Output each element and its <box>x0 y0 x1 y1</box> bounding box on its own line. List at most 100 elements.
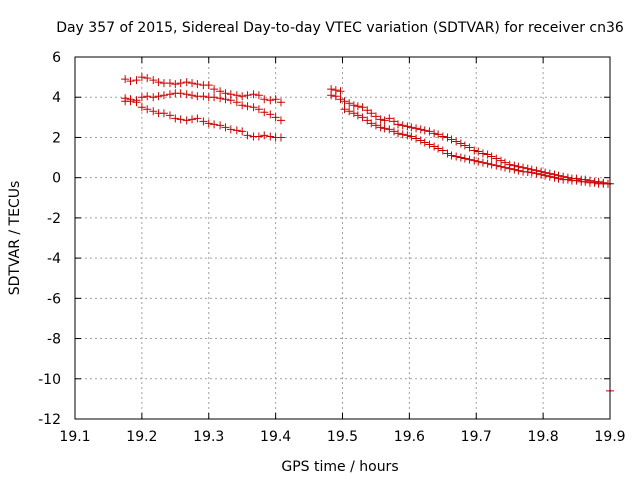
data-point <box>188 79 197 88</box>
data-point <box>238 101 247 110</box>
data-point <box>470 146 479 155</box>
data-point <box>210 85 219 94</box>
data-point <box>226 125 235 134</box>
data-point <box>416 136 425 145</box>
data-point <box>276 98 285 107</box>
data-point <box>403 122 412 131</box>
data-point <box>210 93 219 102</box>
data-point <box>171 114 180 123</box>
data-point <box>232 98 241 107</box>
x-tick-label: 19.6 <box>394 429 425 445</box>
data-point <box>143 74 152 83</box>
data-point <box>216 94 225 103</box>
x-tick-label: 19.4 <box>260 429 291 445</box>
data-point <box>523 168 532 177</box>
data-point <box>165 90 174 99</box>
series-track-right-2 <box>327 91 614 188</box>
y-tick-label: -6 <box>47 291 61 307</box>
y-tick-label: -4 <box>47 251 61 267</box>
data-point <box>501 163 510 172</box>
data-point <box>188 91 197 100</box>
series-track-upper-1 <box>121 73 285 107</box>
data-point <box>483 150 492 159</box>
data-point <box>254 91 263 100</box>
data-point <box>149 93 158 102</box>
data-point <box>121 75 130 84</box>
data-point <box>271 95 280 104</box>
data-point <box>407 132 416 141</box>
data-point <box>260 131 269 140</box>
data-point <box>550 173 559 182</box>
data-point <box>349 101 358 110</box>
data-point <box>176 89 185 98</box>
data-point <box>159 91 168 100</box>
data-point <box>266 96 275 105</box>
data-point <box>385 125 394 134</box>
axis-ticks: 19.1 19.2 19.3 19.4 19.5 19.6 19.7 19.8 19.9 -12 -… <box>38 50 625 445</box>
data-point <box>336 95 345 104</box>
series-track-right-1 <box>327 85 612 188</box>
data-point <box>376 123 385 132</box>
y-tick-label: -8 <box>47 332 61 348</box>
data-point <box>243 91 252 100</box>
data-point <box>216 87 225 96</box>
data-point <box>182 78 191 87</box>
data-point <box>271 113 280 122</box>
data-point <box>434 144 443 153</box>
data-point <box>266 110 275 119</box>
data-point <box>254 105 263 114</box>
data-point <box>510 165 519 174</box>
data-point <box>143 105 152 114</box>
data-point <box>159 109 168 118</box>
data-point <box>452 152 461 161</box>
data-point <box>438 132 447 141</box>
data-point <box>483 159 492 168</box>
data-point <box>412 134 421 143</box>
plot-frame <box>74 56 611 420</box>
data-point <box>238 127 247 136</box>
data-point <box>434 130 443 139</box>
data-point <box>412 124 421 133</box>
data-point <box>465 155 474 164</box>
data-point <box>193 114 202 123</box>
data-point <box>137 93 146 102</box>
data-point <box>447 135 456 144</box>
data-point <box>398 121 407 130</box>
data-point <box>199 92 208 101</box>
data-point <box>176 115 185 124</box>
data-point <box>143 92 152 101</box>
data-point <box>430 142 439 151</box>
data-point <box>336 87 345 96</box>
data-point <box>243 102 252 111</box>
data-point <box>232 126 241 135</box>
x-tick-label: 19.9 <box>594 429 625 445</box>
data-point <box>204 81 213 90</box>
x-tick-label: 19.2 <box>126 429 157 445</box>
data-point <box>182 116 191 125</box>
data-point <box>363 106 372 115</box>
data-point <box>165 111 174 120</box>
data-point <box>505 164 514 173</box>
data-point <box>221 95 230 104</box>
data-point <box>345 107 354 116</box>
data-point <box>452 137 461 146</box>
data-point <box>460 141 469 150</box>
data-point <box>137 73 146 82</box>
data-point <box>358 103 367 112</box>
data-point <box>545 172 554 181</box>
data-point <box>389 117 398 126</box>
data-point <box>367 109 376 118</box>
data-point <box>563 175 572 184</box>
data-point <box>420 138 429 147</box>
data-point <box>149 76 158 85</box>
data-point <box>407 123 416 132</box>
data-point <box>537 170 546 179</box>
data-point <box>456 139 465 148</box>
data-point <box>590 178 599 187</box>
data-point <box>492 161 501 170</box>
data-point <box>371 121 380 130</box>
data-point <box>447 151 456 160</box>
data-point <box>137 103 146 112</box>
data-point <box>443 149 452 158</box>
